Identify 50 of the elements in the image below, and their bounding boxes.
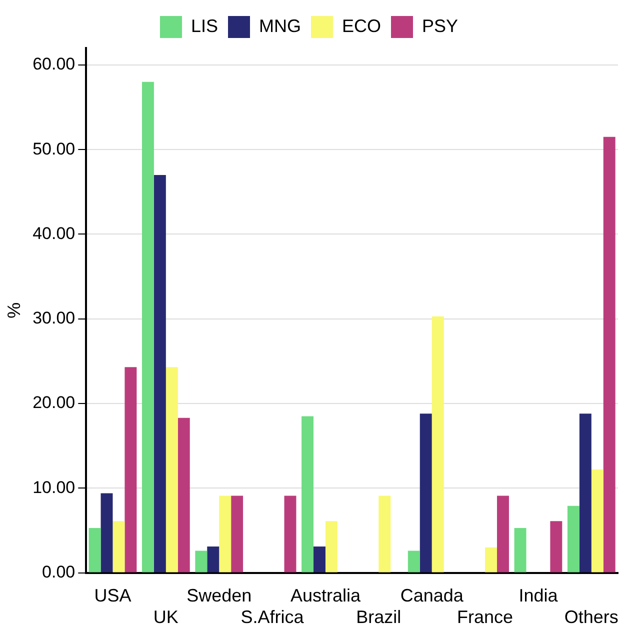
- bar: [420, 414, 432, 572]
- y-tick-label: 30.00: [32, 308, 76, 328]
- bar: [88, 528, 101, 572]
- bar: [325, 521, 338, 572]
- bar: [550, 521, 562, 572]
- y-tick-label: 20.00: [32, 393, 76, 412]
- bar: [378, 496, 391, 572]
- bar: [207, 546, 220, 572]
- y-tick-label: 40.00: [32, 224, 76, 243]
- bar: [178, 418, 190, 572]
- legend-label: LIS: [190, 16, 218, 36]
- y-tick-label: 10.00: [32, 478, 76, 497]
- bar: [314, 546, 326, 572]
- x-tick-label: Others: [564, 607, 618, 628]
- bar: [567, 506, 580, 572]
- y-tick-label: 50.00: [32, 139, 76, 158]
- x-tick-label: S.Africa: [240, 607, 305, 628]
- bar: [485, 547, 497, 572]
- bar: [579, 414, 592, 572]
- x-tick-label: India: [518, 586, 559, 606]
- bar: [195, 550, 208, 572]
- y-tick-label: 0.00: [42, 562, 76, 582]
- legend-label: PSY: [422, 16, 458, 36]
- bar: [432, 316, 444, 572]
- bar: [142, 82, 154, 572]
- x-tick-label: USA: [94, 586, 132, 606]
- bar: [603, 136, 616, 572]
- x-tick-label: UK: [153, 607, 178, 628]
- bar: [514, 528, 526, 572]
- y-tick-label: 60.00: [32, 54, 76, 74]
- legend-label: MNG: [259, 16, 301, 36]
- x-tick-label: France: [457, 607, 514, 628]
- bar: [100, 493, 113, 572]
- bar: [591, 470, 604, 572]
- bar: [231, 496, 244, 572]
- bar: [219, 496, 232, 572]
- x-tick-label: Brazil: [356, 607, 402, 628]
- bar: [497, 496, 509, 572]
- bar: [302, 416, 314, 572]
- x-tick-label: Sweden: [186, 586, 252, 606]
- bar: [124, 367, 137, 572]
- y-axis-title: %: [4, 302, 24, 318]
- x-tick-label: Australia: [290, 586, 362, 606]
- bar: [284, 496, 296, 572]
- bar: [166, 367, 178, 572]
- bar: [408, 550, 420, 572]
- legend-label: ECO: [342, 16, 382, 36]
- bar: [154, 174, 166, 572]
- bar: [112, 521, 125, 572]
- x-tick-label: Canada: [400, 586, 464, 606]
